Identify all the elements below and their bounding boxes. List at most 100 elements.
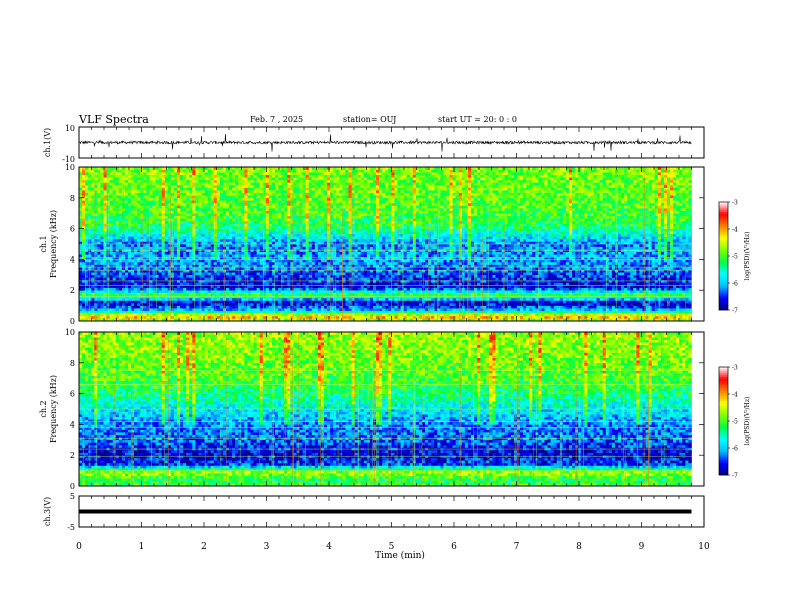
spectrogram-cell (232, 272, 235, 275)
spectrogram-cell (174, 175, 177, 178)
spectrogram-cell (88, 231, 91, 234)
spectrogram-cell (287, 223, 290, 226)
spectrogram-cell (125, 293, 128, 296)
spectrogram-cell (251, 182, 254, 185)
spectrogram-cell (296, 185, 299, 188)
spectrogram-cell (220, 198, 223, 201)
spectrogram-cell (198, 226, 201, 229)
spectrogram-cell (266, 190, 269, 193)
spectrogram-cell (281, 170, 284, 173)
spectrogram-cell (235, 180, 238, 183)
spectrogram-cell (156, 306, 159, 309)
spectrogram-cell (244, 262, 247, 265)
spectrogram-cell (137, 249, 140, 252)
spectrogram-cell (122, 177, 125, 180)
spectrogram-cell (91, 182, 94, 185)
spectrogram-cell (269, 300, 272, 303)
spectrogram-cell (208, 295, 211, 298)
spectrogram-cell (189, 200, 192, 203)
spectrogram-cell (137, 208, 140, 211)
spectrogram-cell (104, 175, 107, 178)
spectrogram-cell (257, 259, 260, 262)
spectrogram-cell (205, 218, 208, 221)
spectrogram-cell (110, 262, 113, 265)
spectrogram-cell (82, 188, 85, 191)
spectrogram-cell (293, 272, 296, 275)
spectrogram-cell (195, 185, 198, 188)
spectrogram-cell (306, 216, 309, 219)
spectrogram-cell (122, 293, 125, 296)
spectrogram-cell (275, 316, 278, 319)
spectrogram-cell (232, 231, 235, 234)
spectrogram-cell (303, 247, 306, 250)
spectrogram-cell (125, 244, 128, 247)
spectrogram-cell (254, 293, 257, 296)
spectrogram-cell (177, 259, 180, 262)
spectrogram-cell (82, 252, 85, 255)
spectrogram-cell (143, 182, 146, 185)
spectrogram-cell (208, 195, 211, 198)
spectrogram-cell (266, 221, 269, 224)
spectrogram-cell (220, 254, 223, 257)
spectrogram-cell (296, 306, 299, 309)
spectrogram-cell (97, 226, 100, 229)
spectrogram-cell (110, 188, 113, 191)
spectrogram-cell (293, 216, 296, 219)
spectrogram-cell (137, 172, 140, 175)
spectrogram-cell (134, 190, 137, 193)
spectrogram-cell (122, 200, 125, 203)
spectrogram-cell (296, 218, 299, 221)
spectrogram-cell (303, 185, 306, 188)
spectrogram-cell (232, 200, 235, 203)
spectrogram-cell (79, 290, 82, 293)
spectrogram-cell (324, 170, 327, 173)
spectrogram-cell (134, 313, 137, 316)
spectrogram-cell (183, 206, 186, 209)
spectrogram-cell (171, 203, 174, 206)
spectrogram-cell (91, 195, 94, 198)
spectrogram-cell (284, 221, 287, 224)
spectrogram-cell (128, 213, 131, 216)
spectrogram-cell (318, 259, 321, 262)
spectrogram-cell (125, 267, 128, 270)
spectrogram-cell (293, 226, 296, 229)
spectrogram-cell (137, 275, 140, 278)
spectrogram-cell (269, 283, 272, 286)
spectrogram-cell (211, 180, 214, 183)
spectrogram-cell (107, 193, 110, 196)
spectrogram-cell (312, 267, 315, 270)
spectrogram-cell (284, 208, 287, 211)
spectrogram-cell (134, 221, 137, 224)
spectrogram-cell (107, 280, 110, 283)
spectrogram-cell (186, 188, 189, 191)
spectrogram-cell (143, 226, 146, 229)
spectrogram-cell (296, 203, 299, 206)
spectrogram-cell (269, 247, 272, 250)
spectrogram-cell (122, 267, 125, 270)
spectrogram-cell (278, 280, 281, 283)
spectrogram-cell (306, 254, 309, 257)
spectrogram-cell (272, 249, 275, 252)
spectrogram-cell (128, 180, 131, 183)
spectrogram-cell (244, 175, 247, 178)
spectrogram-cell (244, 177, 247, 180)
spectrogram-cell (306, 182, 309, 185)
spectrogram-cell (134, 239, 137, 242)
spectrogram-cell (321, 288, 324, 291)
spectrogram-cell (269, 177, 272, 180)
spectrogram-cell (82, 300, 85, 303)
spectrogram-cell (205, 236, 208, 239)
spectrogram-cell (128, 308, 131, 311)
spectrogram-cell (88, 288, 91, 291)
spectrogram-cell (247, 229, 250, 232)
spectrogram-cell (232, 208, 235, 211)
spectrogram-cell (272, 223, 275, 226)
spectrogram-cell (281, 175, 284, 178)
spectrogram-cell (174, 195, 177, 198)
spectrogram-cell (85, 221, 88, 224)
spectrogram-cell (79, 252, 82, 255)
spectrogram-cell (162, 206, 165, 209)
spectrogram-cell (287, 203, 290, 206)
spectrogram-cell (312, 313, 315, 316)
spectrogram-cell (79, 175, 82, 178)
